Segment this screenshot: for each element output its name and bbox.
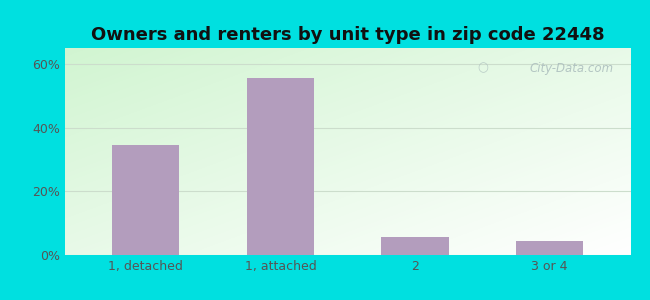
Text: ○: ○ [478,61,489,74]
Title: Owners and renters by unit type in zip code 22448: Owners and renters by unit type in zip c… [91,26,604,44]
Bar [382,238,448,255]
Bar [516,241,583,255]
Text: City-Data.com: City-Data.com [529,62,614,76]
Bar [247,78,314,255]
Bar [112,145,179,255]
